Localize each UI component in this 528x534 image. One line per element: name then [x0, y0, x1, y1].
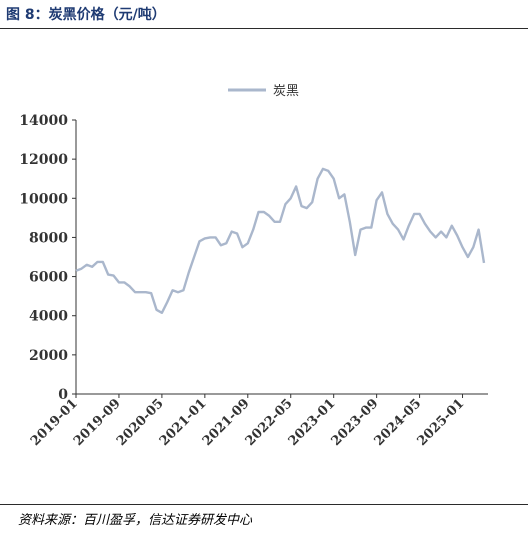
line-chart: 炭黑 0 2000 4000 6000 8000 10000 12000 14000 2019… — [19, 84, 488, 449]
series-line-0 — [75, 167, 486, 314]
y-tick-label: 6000 — [29, 270, 68, 286]
y-tick-label: 14000 — [19, 113, 68, 129]
y-tick-label: 2000 — [29, 348, 68, 364]
y-axis-ticks: 0 2000 4000 6000 8000 10000 12000 14000 — [19, 113, 76, 403]
y-tick-label: 4000 — [29, 309, 68, 325]
y-tick-label: 0 — [58, 387, 68, 403]
legend-label: 炭黑 — [273, 84, 299, 99]
title-rule — [0, 28, 528, 29]
series-group — [75, 167, 486, 314]
axes — [75, 120, 488, 395]
legend: 炭黑 — [228, 84, 299, 99]
y-tick-label: 10000 — [19, 191, 68, 207]
x-tick-label: 2025-01 — [415, 396, 468, 449]
x-axis-ticks: 2019-012019-092020-052021-012021-092022-… — [28, 394, 467, 449]
source-note: 资料来源：百川盈孚，信达证券研发中心 — [18, 513, 253, 528]
source-rule — [0, 504, 528, 505]
figure-title: 图 8：炭黑价格（元/吨） — [6, 7, 166, 23]
y-tick-label: 12000 — [19, 152, 68, 168]
y-tick-label: 8000 — [29, 230, 68, 246]
